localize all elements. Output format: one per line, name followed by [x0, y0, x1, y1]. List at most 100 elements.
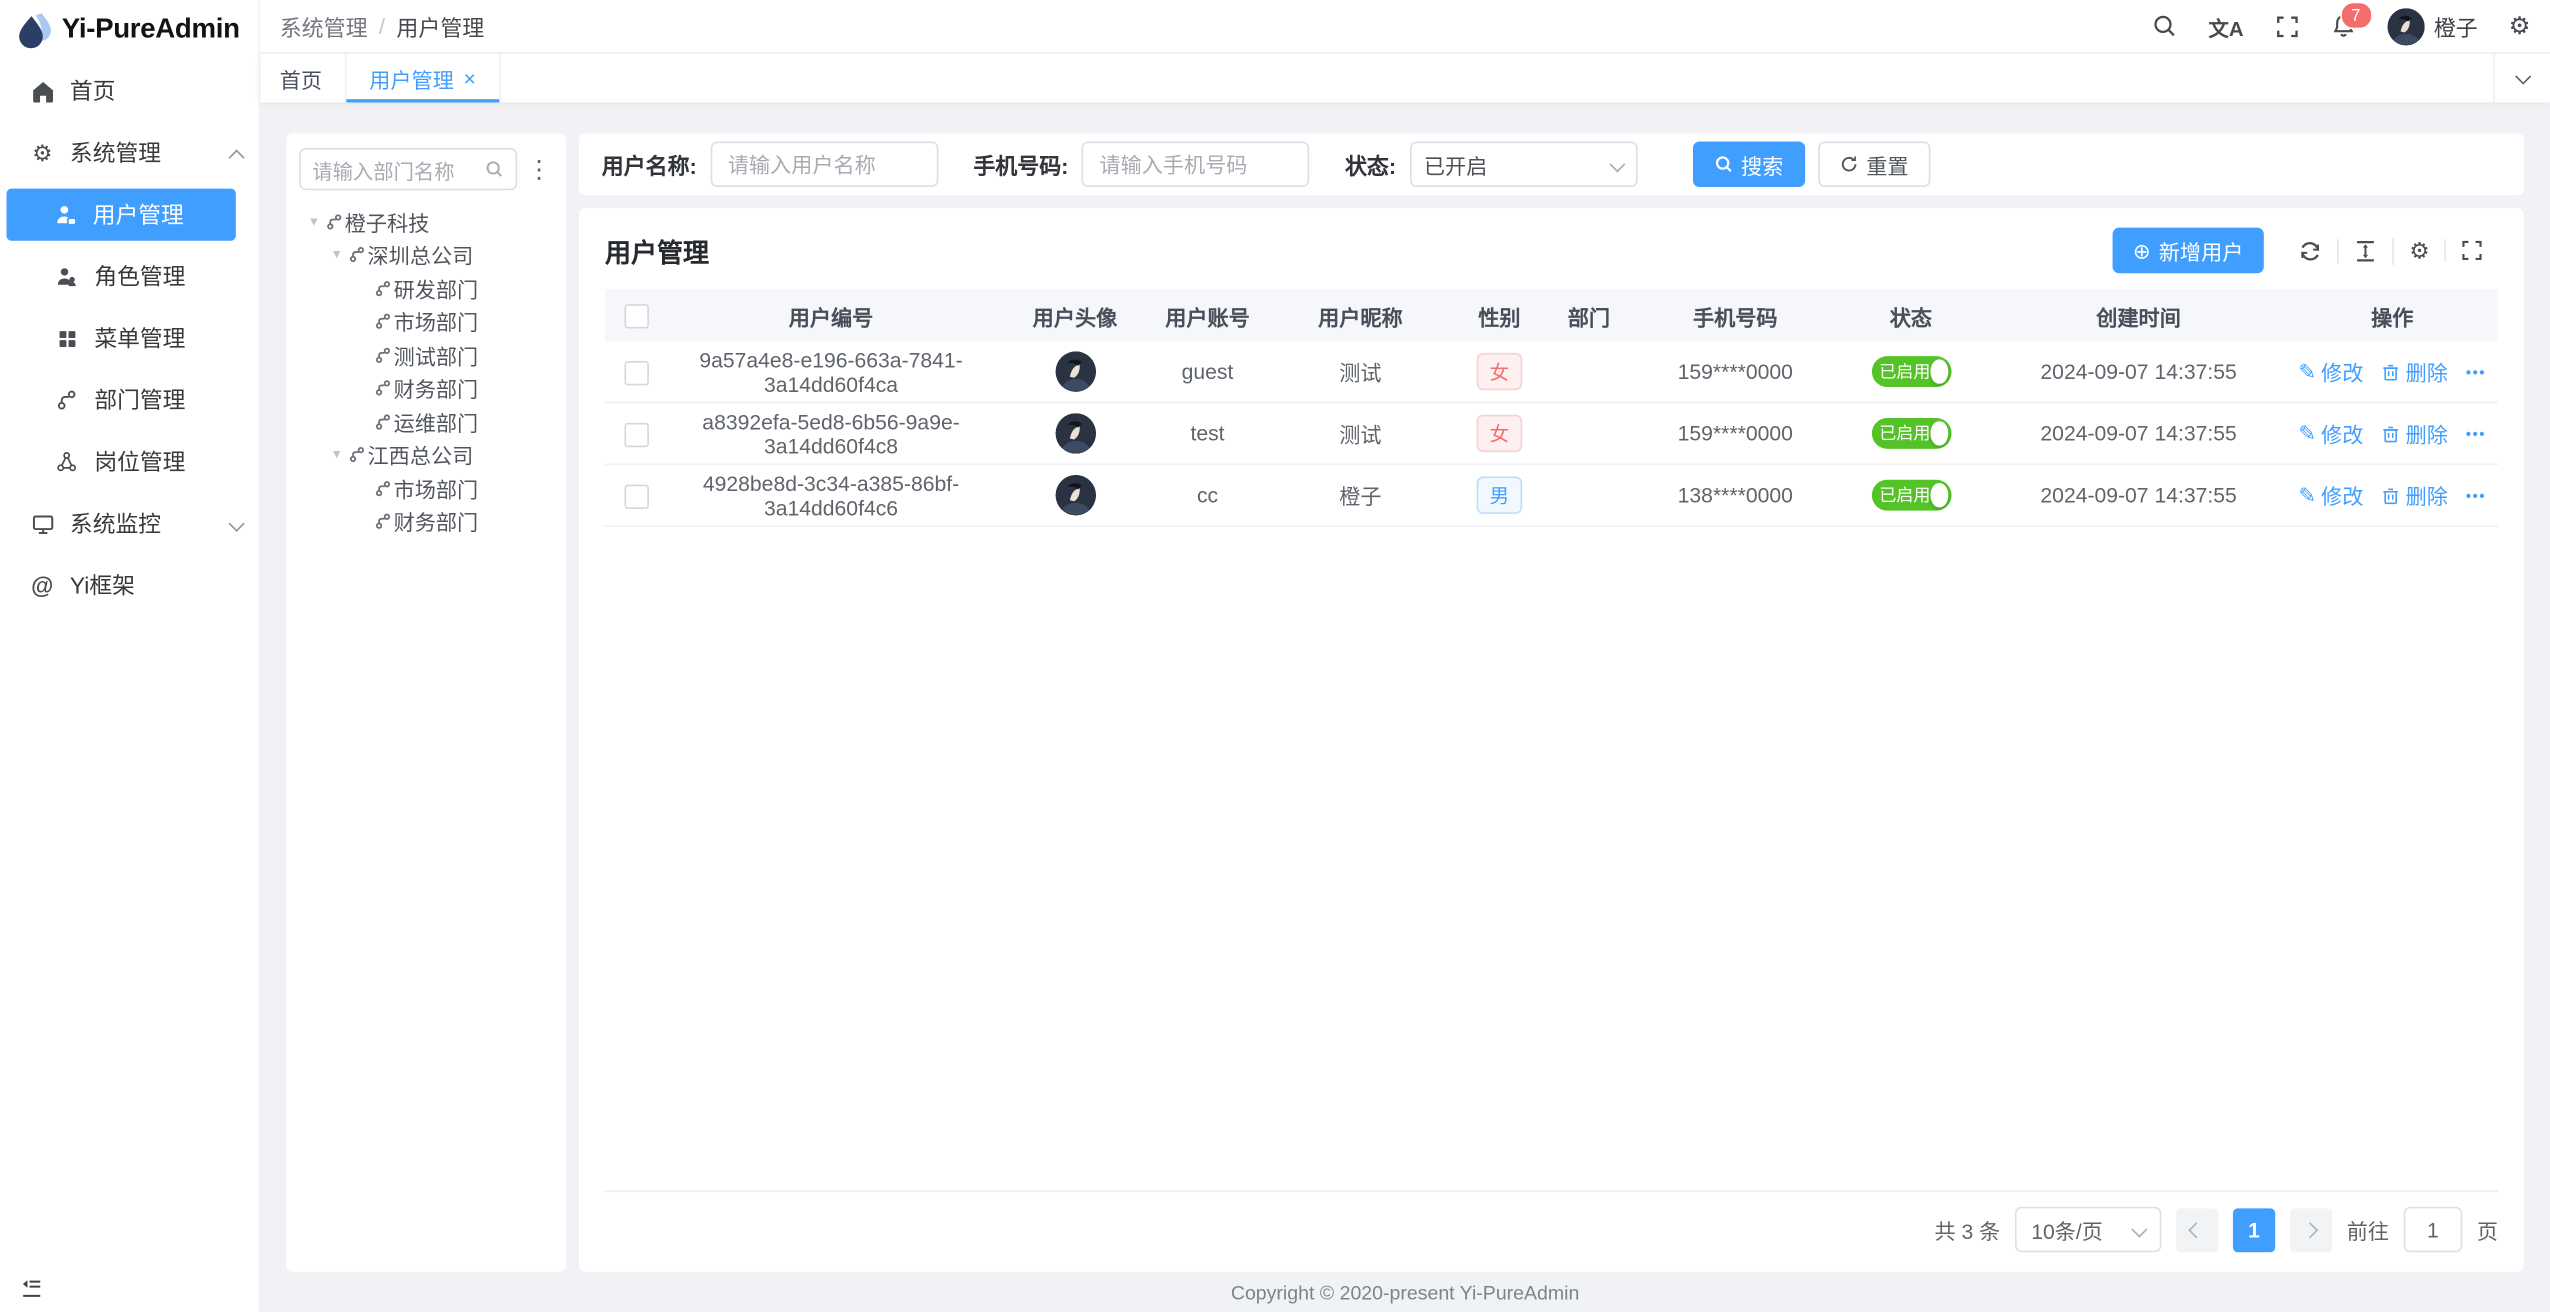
column-header[interactable]: 部门 — [1538, 289, 1640, 342]
notification-bell-icon[interactable]: 7 — [2330, 1, 2373, 39]
sidebar-item-home[interactable]: 首页 — [0, 60, 259, 122]
sidebar-item-posts[interactable]: 岗位管理 — [0, 431, 259, 493]
column-header[interactable]: 用户昵称 — [1260, 289, 1461, 342]
edit-link[interactable]: ✎ 修改 — [2298, 482, 2364, 510]
fullscreen-icon[interactable] — [2274, 14, 2298, 38]
edit-link[interactable]: ✎ 修改 — [2298, 358, 2364, 386]
tabs-dropdown-button[interactable] — [2493, 53, 2550, 103]
column-header[interactable]: 创建时间 — [1990, 289, 2287, 342]
column-header[interactable]: 用户编号 — [666, 289, 996, 342]
gear-icon: ⚙ — [32, 139, 53, 166]
status-switch[interactable]: 已启用 — [1871, 479, 1951, 511]
column-header[interactable]: 手机号码 — [1639, 289, 1832, 342]
tree-node-label: 财务部门 — [393, 511, 479, 536]
caret-down-icon[interactable]: ▾ — [332, 245, 341, 263]
tree-node-label: 研发部门 — [393, 277, 479, 303]
row-checkbox[interactable] — [623, 360, 649, 385]
tree-node[interactable]: ▾ 深圳总公司 — [299, 238, 553, 271]
sidebar-item-menus[interactable]: 菜单管理 — [0, 307, 259, 369]
close-icon[interactable]: × — [463, 65, 476, 91]
more-vertical-icon[interactable]: ⋮ — [526, 155, 552, 183]
column-settings-gear-icon[interactable]: ⚙ — [2392, 236, 2444, 265]
select-all-checkbox[interactable] — [623, 304, 649, 329]
more-actions-icon[interactable]: ••• — [2465, 363, 2487, 380]
column-header[interactable]: 性别 — [1460, 289, 1539, 342]
column-header[interactable]: 用户头像 — [995, 289, 1155, 342]
tree-node-label: 市场部门 — [393, 477, 479, 503]
tab-user-management[interactable]: 用户管理 × — [346, 53, 501, 103]
page-size-value: 10条/页 — [2031, 1218, 2103, 1244]
row-checkbox[interactable] — [623, 483, 649, 509]
sidebar-item-departments[interactable]: 部门管理 — [0, 369, 259, 431]
goto-label: 前往 — [2346, 1218, 2390, 1244]
delete-link[interactable]: 删除 — [2381, 418, 2448, 449]
breadcrumb-parent[interactable]: 系统管理 — [279, 16, 368, 41]
tree-node[interactable]: 市场部门 — [299, 472, 553, 505]
prev-page-button[interactable] — [2175, 1207, 2219, 1252]
refresh-icon[interactable] — [2284, 238, 2338, 262]
search-button[interactable]: 搜索 — [1692, 141, 1805, 188]
sex-tag: 男 — [1476, 476, 1523, 514]
next-page-button[interactable] — [2289, 1207, 2333, 1252]
refresh-icon — [1839, 154, 1859, 174]
tree-node[interactable]: 研发部门 — [299, 272, 553, 305]
tree-node[interactable]: 测试部门 — [299, 338, 553, 371]
settings-gear-icon[interactable]: ⚙ — [2508, 13, 2531, 41]
branch-icon — [374, 279, 392, 297]
sidebar-item-label: 用户管理 — [92, 201, 184, 228]
sidebar-item-yi-framework[interactable]: @ Yi框架 — [0, 555, 259, 617]
chevron-down-icon — [1608, 152, 1625, 176]
sidebar-item-monitor[interactable]: 系统监控 — [0, 493, 259, 555]
more-actions-icon[interactable]: ••• — [2465, 487, 2487, 504]
sidebar-item-roles[interactable]: 角色管理 — [0, 246, 259, 308]
tree-node[interactable]: 市场部门 — [299, 305, 553, 338]
tree-node[interactable]: 财务部门 — [299, 505, 553, 538]
delete-link[interactable]: 删除 — [2381, 356, 2448, 387]
status-switch[interactable]: 已启用 — [1871, 417, 1951, 449]
user-menu[interactable]: 橙子 — [2386, 7, 2478, 45]
tree-node[interactable]: ▾ 江西总公司 — [299, 438, 553, 471]
tab-home[interactable]: 首页 — [260, 53, 347, 103]
reset-button[interactable]: 重置 — [1817, 141, 1930, 188]
copyright-text: Copyright © 2020-present Yi-PureAdmin — [1230, 1280, 1580, 1304]
grid-icon — [54, 325, 80, 351]
sidebar-item-system[interactable]: ⚙ 系统管理 — [0, 122, 259, 184]
sidebar-item-label: 首页 — [69, 78, 116, 105]
username-filter-input[interactable] — [709, 141, 938, 188]
department-search-input[interactable]: 请输入部门名称 — [299, 147, 518, 191]
sidebar-item-users[interactable]: 用户管理 — [6, 188, 236, 241]
tree-node[interactable]: ▾ 橙子科技 — [299, 205, 553, 238]
translate-icon[interactable]: 文A — [2208, 17, 2244, 40]
add-user-button[interactable]: ⊕ 新增用户 — [2111, 227, 2265, 274]
page-size-select[interactable]: 10条/页 — [2014, 1206, 2162, 1253]
tree-node[interactable]: 运维部门 — [299, 405, 553, 438]
caret-down-icon[interactable]: ▾ — [332, 446, 341, 463]
logo[interactable]: Yi-PureAdmin — [0, 0, 259, 59]
username: 橙子 — [2433, 16, 2478, 41]
status-select[interactable]: 已开启 — [1409, 141, 1637, 188]
row-checkbox[interactable] — [623, 422, 649, 447]
nodes-icon — [54, 449, 80, 475]
edit-link[interactable]: ✎ 修改 — [2298, 420, 2364, 448]
column-header[interactable]: 状态 — [1831, 289, 1991, 342]
column-header[interactable]: 用户账号 — [1154, 289, 1261, 342]
more-actions-icon[interactable]: ••• — [2465, 425, 2487, 442]
nickname-cell: 测试 — [1260, 402, 1461, 466]
caret-down-icon[interactable]: ▾ — [310, 212, 318, 229]
phone-filter-input[interactable] — [1081, 141, 1310, 188]
search-icon[interactable] — [2152, 13, 2178, 39]
row-density-icon[interactable] — [2337, 238, 2393, 263]
table-fullscreen-icon[interactable] — [2444, 239, 2498, 262]
department-tree: ▾ 橙子科技 ▾ 深圳总公司 研发部门 市场 — [299, 205, 553, 538]
page-number-button[interactable]: 1 — [2232, 1207, 2276, 1252]
trash-icon — [2381, 362, 2401, 382]
right-column: 用户名称: 手机号码: 状态: 已开启 搜索 重置 — [578, 133, 2525, 1272]
delete-link[interactable]: 删除 — [2381, 480, 2448, 511]
sidebar-collapse-icon[interactable] — [20, 1277, 44, 1300]
goto-page-input[interactable] — [2403, 1206, 2463, 1253]
created-time-cell: 2024-09-07 14:37:55 — [1990, 464, 2287, 527]
status-switch[interactable]: 已启用 — [1871, 356, 1951, 388]
column-header[interactable]: 操作 — [2286, 289, 2498, 342]
tree-node[interactable]: 财务部门 — [299, 372, 553, 405]
breadcrumb-separator: / — [378, 13, 386, 39]
